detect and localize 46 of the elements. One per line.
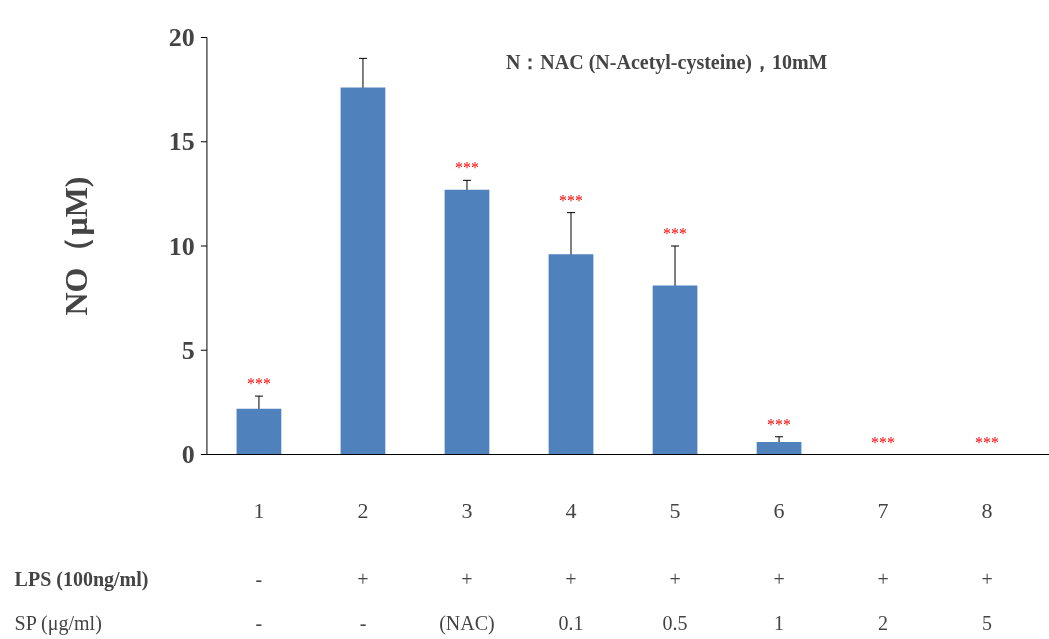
bar bbox=[444, 189, 490, 455]
annotation: N：NAC (N-Acetyl-cysteine)，10mM bbox=[505, 50, 828, 74]
y-axis-title: NO（μM) bbox=[58, 176, 95, 316]
y-tick-label: 20 bbox=[168, 23, 195, 52]
text: + bbox=[877, 567, 889, 590]
bar bbox=[652, 285, 698, 455]
text: + bbox=[357, 567, 369, 590]
annotation: *** bbox=[767, 415, 792, 433]
x-tick-label: 2 bbox=[357, 497, 369, 523]
annotation: *** bbox=[975, 433, 1000, 451]
text: 1 bbox=[774, 611, 785, 634]
x-tick-label: 8 bbox=[981, 497, 993, 523]
y-tick-label: 5 bbox=[181, 335, 195, 365]
text: - bbox=[255, 611, 263, 634]
text: + bbox=[461, 567, 473, 590]
text: + bbox=[773, 567, 785, 590]
y-tick-label: 0 bbox=[181, 440, 195, 469]
text: - bbox=[359, 611, 367, 634]
y-tick-label: 15 bbox=[168, 127, 195, 157]
text: LPS (100ng/ml) bbox=[14, 567, 149, 591]
y-tick-label: 10 bbox=[168, 231, 195, 261]
bar bbox=[548, 254, 594, 455]
annotation: *** bbox=[663, 225, 688, 242]
text: 2 bbox=[878, 611, 889, 634]
text: 0.1 bbox=[558, 611, 584, 634]
text: - bbox=[255, 567, 263, 590]
x-tick-label: 7 bbox=[877, 497, 889, 523]
text: 5 bbox=[982, 611, 993, 634]
annotation: *** bbox=[559, 191, 583, 209]
bar bbox=[340, 87, 386, 455]
annotation: *** bbox=[246, 375, 271, 393]
text: SP (μg/ml) bbox=[14, 611, 102, 635]
bar bbox=[756, 441, 802, 455]
text: + bbox=[565, 567, 577, 590]
text: 0.5 bbox=[662, 611, 688, 634]
bar bbox=[236, 408, 282, 455]
x-tick-label: 3 bbox=[461, 497, 473, 523]
annotation: *** bbox=[871, 433, 896, 451]
x-tick-label: 4 bbox=[565, 497, 577, 523]
x-tick-label: 1 bbox=[253, 497, 265, 523]
text: + bbox=[981, 567, 993, 590]
annotation: *** bbox=[454, 159, 479, 177]
text: (NAC) bbox=[439, 611, 495, 635]
x-tick-label: 5 bbox=[669, 497, 681, 523]
text: + bbox=[669, 567, 681, 590]
x-tick-label: 6 bbox=[773, 497, 785, 523]
